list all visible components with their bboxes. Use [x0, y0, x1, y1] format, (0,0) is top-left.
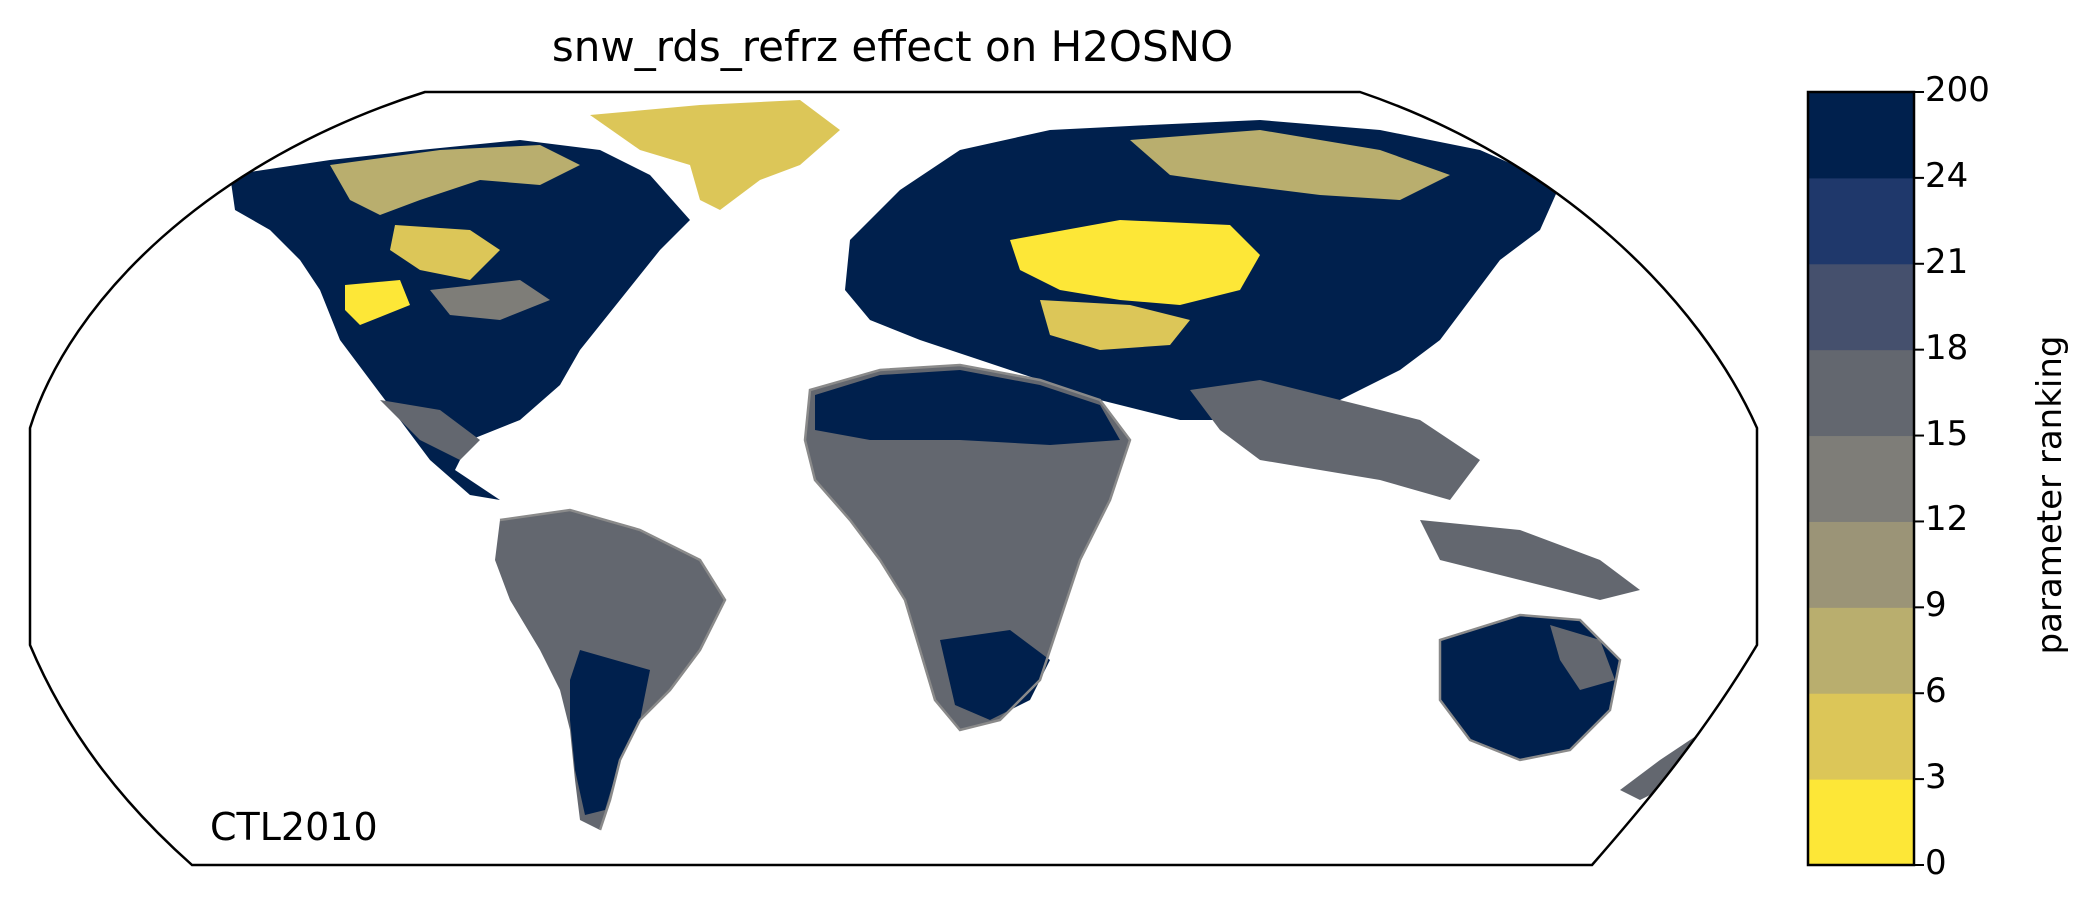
- colorbar-bin-1: [1808, 693, 1914, 780]
- colorbar-tick-label: 12: [1925, 499, 1969, 540]
- colorbar-bin-5: [1808, 349, 1914, 437]
- region-central-asia-bright: [1010, 220, 1260, 305]
- colorbar-tick-label: 200: [1925, 70, 1990, 110]
- region-indonesia: [1420, 520, 1640, 600]
- colorbar-bin-6: [1808, 263, 1914, 351]
- colorbar-tick-label: 6: [1925, 671, 1947, 712]
- map-title: snw_rds_refrz effect on H2OSNO: [551, 22, 1234, 71]
- region-greenland: [590, 100, 840, 210]
- coastlines: [499, 363, 1622, 831]
- region-patagonia: [570, 650, 650, 815]
- region-rockies: [345, 280, 410, 325]
- colorbar-bin-7: [1808, 177, 1914, 265]
- colorbar-bin-3: [1808, 521, 1914, 608]
- colorbar-tick-label: 21: [1925, 241, 1969, 282]
- region-new-zealand: [1620, 730, 1705, 800]
- region-us-gray: [430, 280, 550, 320]
- region-north-america: [230, 140, 690, 500]
- colorbar-tick-label: 24: [1925, 155, 1969, 196]
- region-africa: [805, 365, 1130, 730]
- colorbar-bin-0: [1808, 779, 1914, 866]
- globe-outline: [28, 90, 1759, 867]
- colorbar-tick-label: 18: [1925, 327, 1969, 368]
- colorbar-bin-2: [1808, 607, 1914, 694]
- colorbar-frame: [1806, 90, 1916, 867]
- region-canada-bright: [390, 225, 500, 280]
- colorbar-bin-4: [1808, 435, 1914, 522]
- land-fill-layer: [230, 100, 1705, 830]
- region-sahara: [815, 370, 1120, 445]
- region-steppe-yellow: [1040, 300, 1190, 350]
- colorbar-tick-label: 15: [1925, 413, 1969, 454]
- region-mexico: [380, 400, 480, 460]
- colorbar-label: parameter ranking: [2030, 335, 2070, 655]
- colorbar-tick-label: 0: [1925, 843, 1947, 883]
- region-canada-yellow: [330, 145, 580, 215]
- panel-label: CTL2010: [210, 805, 378, 849]
- colorbar-bin-8: [1808, 92, 1914, 179]
- region-australia-gray: [1550, 625, 1615, 690]
- colorbar-tick-label: 9: [1925, 585, 1947, 626]
- region-south-asia: [1190, 380, 1480, 500]
- region-siberia-yellow: [1130, 130, 1450, 200]
- colorbar-tick-label: 3: [1925, 757, 1947, 798]
